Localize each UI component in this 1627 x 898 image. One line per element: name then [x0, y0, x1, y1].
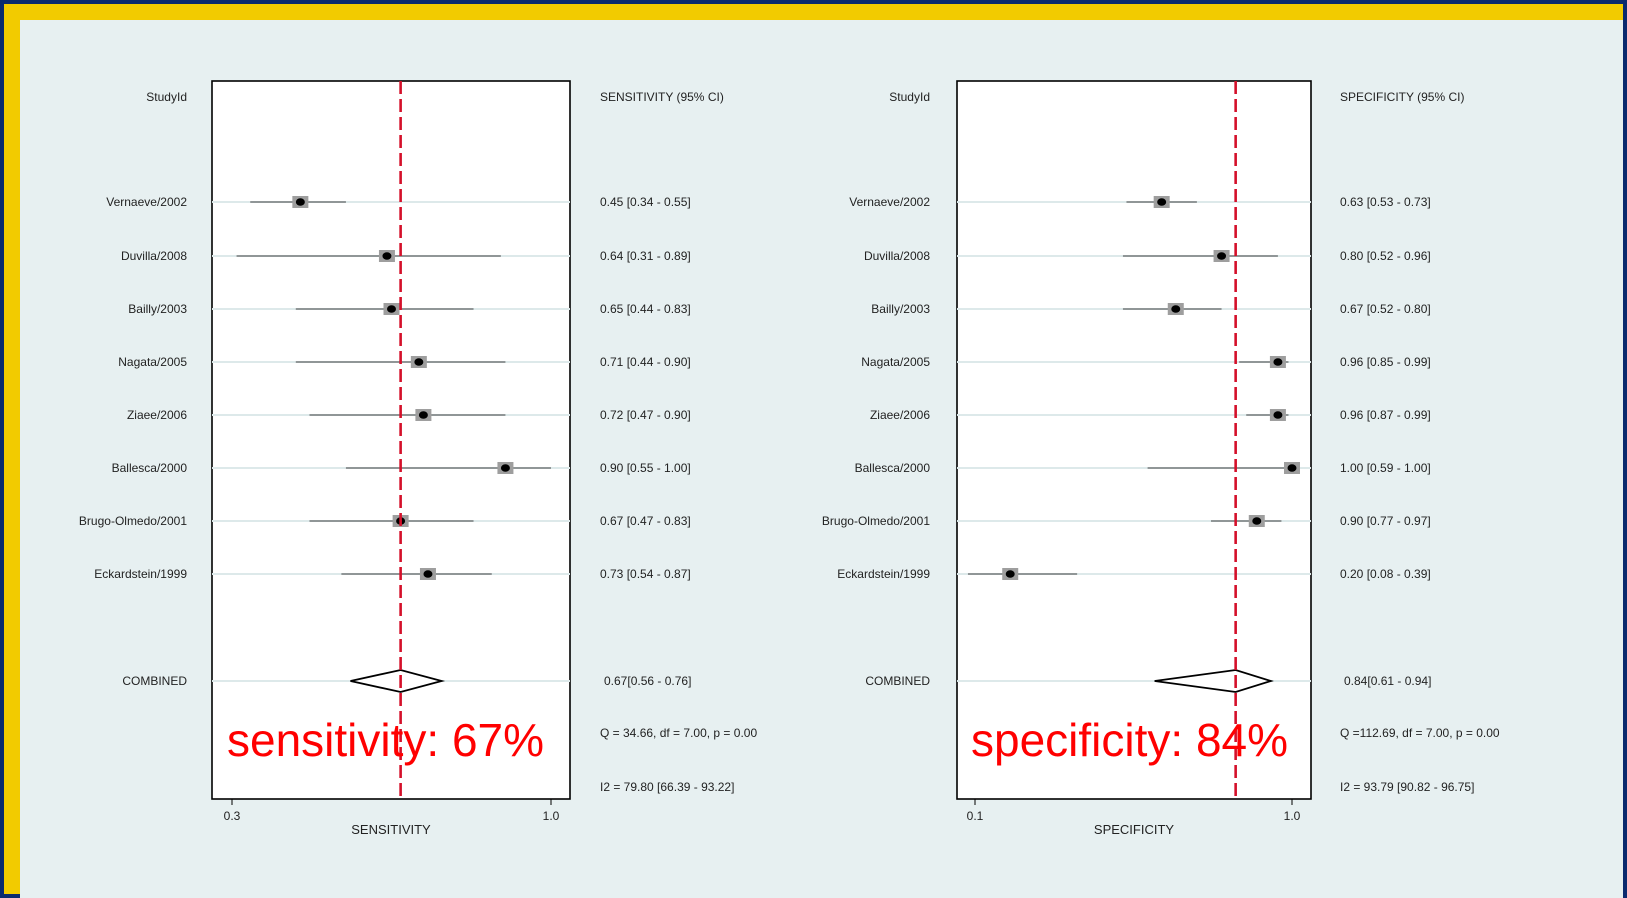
study-ci-value: 0.65 [0.44 - 0.83] — [600, 302, 691, 316]
combined-label: COMBINED — [122, 674, 187, 688]
study-ci-value: 0.67 [0.52 - 0.80] — [1340, 302, 1431, 316]
summary-annotation: specificity: 84% — [971, 714, 1288, 766]
forest-plots: StudyId SENSITIVITY (95% CI) Vernaeve/2002… — [79, 80, 1500, 837]
heterogeneity-stat: Q =112.69, df = 7.00, p = 0.00 — [1340, 726, 1500, 740]
study-point — [423, 570, 433, 578]
x-axis-title: SENSITIVITY — [351, 822, 431, 837]
x-tick-label: 1.0 — [543, 809, 560, 823]
study-ci-value: 0.73 [0.54 - 0.87] — [600, 567, 691, 581]
heterogeneity-stat: Q = 34.66, df = 7.00, p = 0.00 — [600, 726, 757, 740]
study-label: Ziaee/2006 — [127, 408, 187, 422]
study-point — [418, 411, 428, 419]
study-ci-value: 1.00 [0.59 - 1.00] — [1340, 461, 1431, 475]
combined-ci-value: 0.67[0.56 - 0.76] — [604, 674, 691, 688]
study-ci-value: 0.67 [0.47 - 0.83] — [600, 514, 691, 528]
study-ci-value: 0.63 [0.53 - 0.73] — [1340, 195, 1431, 209]
study-label: Vernaeve/2002 — [106, 195, 187, 209]
study-label: Brugo-Olmedo/2001 — [79, 514, 187, 528]
heterogeneity-stat: I2 = 93.79 [90.82 - 96.75] — [1340, 780, 1474, 794]
study-label: Bailly/2003 — [871, 302, 930, 316]
combined-diamond — [350, 669, 446, 693]
study-label: Duvilla/2008 — [864, 249, 930, 263]
forest-panel-specificity: StudyId SPECIFICITY (95% CI) Vernaeve/2002… — [822, 80, 1500, 837]
x-tick-label: 0.1 — [967, 809, 984, 823]
study-ci-value: 0.72 [0.47 - 0.90] — [600, 408, 691, 422]
study-label: Brugo-Olmedo/2001 — [822, 514, 930, 528]
study-point — [1273, 411, 1283, 419]
study-label: Vernaeve/2002 — [849, 195, 930, 209]
combined-diamond — [1154, 669, 1274, 693]
ci-header: SPECIFICITY (95% CI) — [1340, 90, 1464, 104]
study-label: Eckardstein/1999 — [94, 567, 187, 581]
study-ci-value: 0.71 [0.44 - 0.90] — [600, 355, 691, 369]
study-label: Ziaee/2006 — [870, 408, 930, 422]
study-point — [500, 464, 510, 472]
study-label: Bailly/2003 — [128, 302, 187, 316]
study-ci-value: 0.45 [0.34 - 0.55] — [600, 195, 691, 209]
study-point — [1273, 358, 1283, 366]
study-point — [382, 252, 392, 260]
studyid-header: StudyId — [146, 90, 187, 104]
study-point — [1287, 464, 1297, 472]
study-ci-value: 0.90 [0.55 - 1.00] — [600, 461, 691, 475]
summary-annotation: sensitivity: 67% — [227, 714, 544, 766]
x-axis-title: SPECIFICITY — [1094, 822, 1175, 837]
plot-area — [956, 80, 1312, 800]
ci-header: SENSITIVITY (95% CI) — [600, 90, 724, 104]
study-point — [1157, 198, 1167, 206]
study-point — [1171, 305, 1181, 313]
plot-area — [211, 80, 571, 800]
study-ci-value: 0.96 [0.85 - 0.99] — [1340, 355, 1431, 369]
study-ci-value: 0.80 [0.52 - 0.96] — [1340, 249, 1431, 263]
study-point — [1005, 570, 1015, 578]
study-ci-value: 0.90 [0.77 - 0.97] — [1340, 514, 1431, 528]
study-label: Eckardstein/1999 — [837, 567, 930, 581]
study-point — [295, 198, 305, 206]
heterogeneity-stat: I2 = 79.80 [66.39 - 93.22] — [600, 780, 734, 794]
x-tick-label: 0.3 — [224, 809, 241, 823]
study-point — [414, 358, 424, 366]
study-point — [387, 305, 396, 313]
combined-ci-value: 0.84[0.61 - 0.94] — [1344, 674, 1431, 688]
study-ci-value: 0.64 [0.31 - 0.89] — [600, 249, 691, 263]
studyid-header: StudyId — [889, 90, 930, 104]
forest-panel-sensitivity: StudyId SENSITIVITY (95% CI) Vernaeve/2002… — [79, 80, 757, 837]
combined-label: COMBINED — [865, 674, 930, 688]
slide-frame: StudyId SENSITIVITY (95% CI) Vernaeve/2002… — [4, 4, 1623, 898]
study-label: Ballesca/2000 — [855, 461, 931, 475]
study-point — [1252, 517, 1262, 525]
study-point — [1217, 252, 1227, 260]
study-ci-value: 0.20 [0.08 - 0.39] — [1340, 567, 1431, 581]
study-label: Nagata/2005 — [118, 355, 187, 369]
study-label: Ballesca/2000 — [112, 461, 188, 475]
study-ci-value: 0.96 [0.87 - 0.99] — [1340, 408, 1431, 422]
study-label: Duvilla/2008 — [121, 249, 187, 263]
x-tick-label: 1.0 — [1284, 809, 1301, 823]
study-label: Nagata/2005 — [861, 355, 930, 369]
slide-canvas: StudyId SENSITIVITY (95% CI) Vernaeve/2002… — [20, 20, 1623, 898]
